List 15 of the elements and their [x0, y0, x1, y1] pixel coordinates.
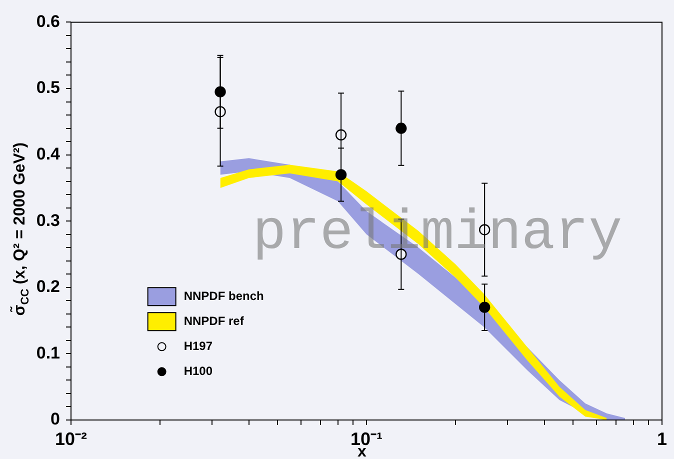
legend-label: NNPDF ref — [184, 314, 245, 328]
legend-label: H100 — [184, 364, 213, 378]
legend-label: H197 — [184, 338, 213, 353]
y-tick-label: 0.1 — [36, 343, 60, 362]
y-tick-label: 0.5 — [36, 78, 60, 98]
y-tick-label: 0.6 — [36, 12, 60, 31]
x-tick-label: 10⁻¹ — [350, 428, 383, 449]
y-axis-title: σ̃CC (x, Q² = 2000 GeV²) — [9, 142, 32, 316]
y-tick-label: 0.3 — [36, 210, 60, 230]
legend-label: NNPDF bench — [184, 288, 264, 303]
y-tick-label: 0 — [50, 410, 60, 429]
y-tick-label: 0.4 — [36, 144, 61, 164]
x-tick-label: 10⁻² — [54, 428, 88, 449]
x-tick-label: 1 — [656, 428, 667, 449]
y-tick-label: 0.2 — [36, 277, 60, 296]
